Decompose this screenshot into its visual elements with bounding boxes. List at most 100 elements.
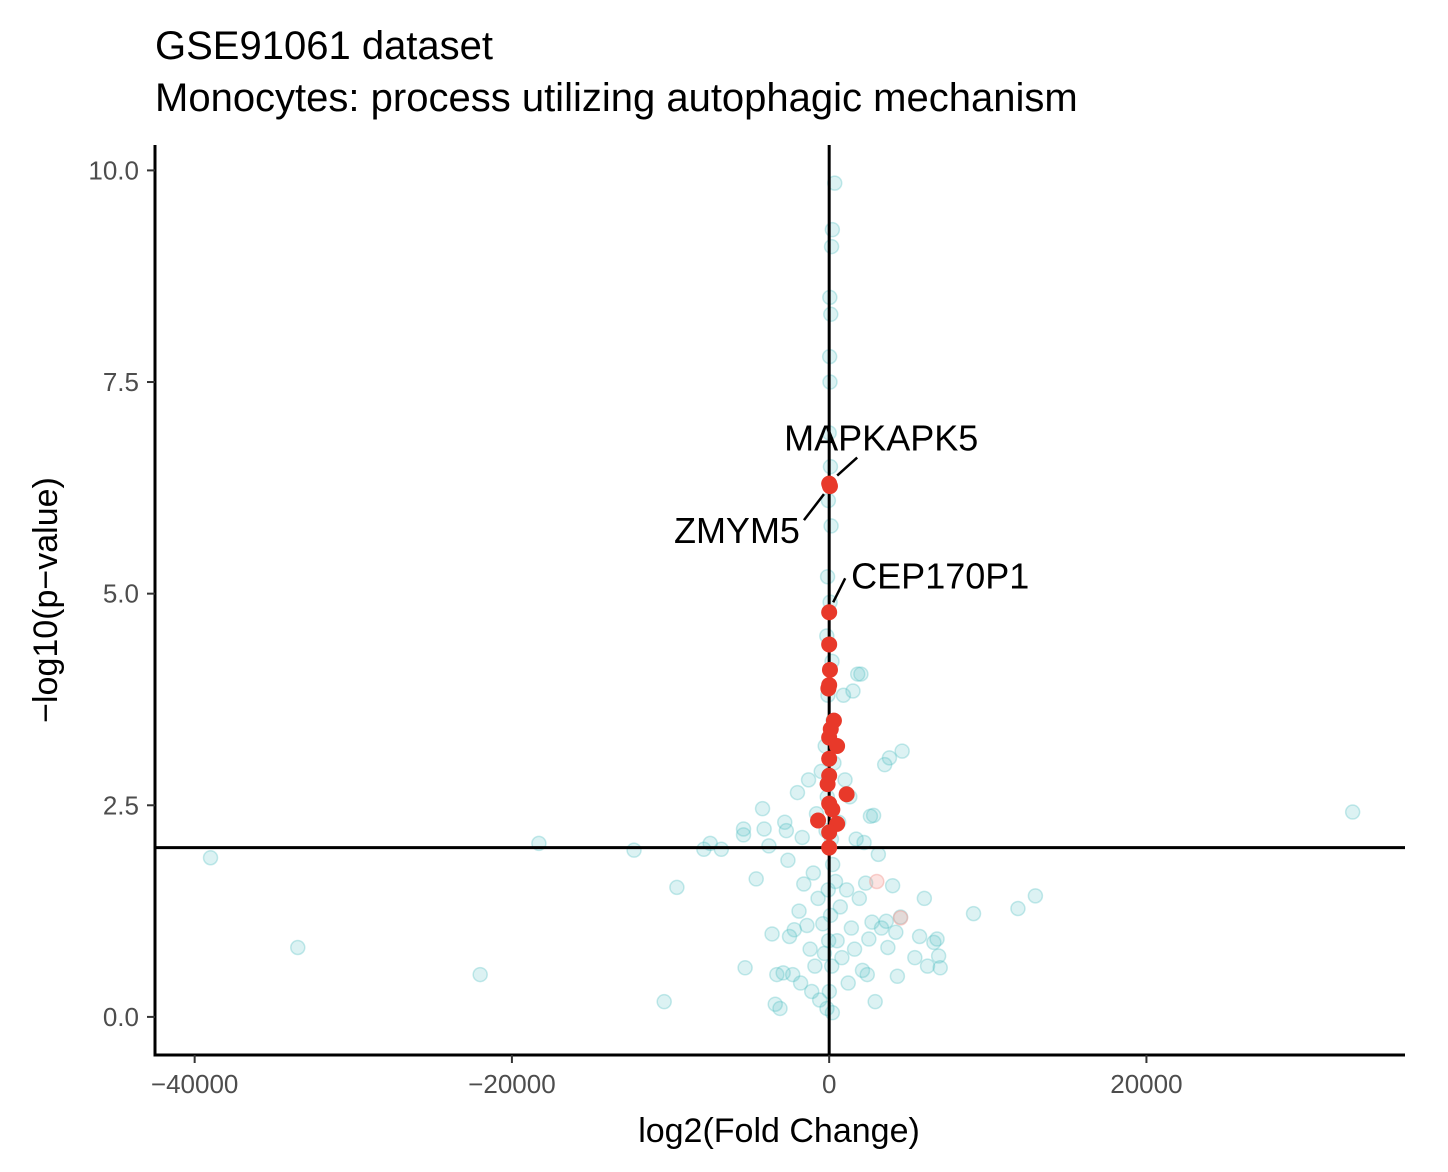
- background-points: [202, 175, 1361, 1021]
- highlighted-point: [824, 801, 841, 818]
- data-point: [916, 890, 933, 907]
- data-point: [772, 1000, 788, 1017]
- reference-lines: [155, 145, 1405, 1055]
- data-point: [754, 800, 771, 817]
- data-point: [823, 238, 840, 255]
- data-point: [786, 921, 803, 938]
- data-point: [769, 966, 785, 983]
- highlighted-point: [838, 786, 855, 803]
- data-point: [862, 808, 879, 825]
- data-point: [845, 683, 861, 699]
- data-point: [748, 871, 764, 887]
- y-tick-label: 2.5: [103, 790, 139, 820]
- data-point: [794, 829, 810, 846]
- data-point: [843, 920, 860, 936]
- data-point: [911, 928, 928, 945]
- data-point: [829, 932, 845, 949]
- data-point: [807, 958, 823, 974]
- data-point: [472, 966, 488, 983]
- data-point: [932, 960, 948, 976]
- y-tick-label: 5.0: [103, 579, 139, 609]
- faded-highlighted-point: [892, 910, 909, 926]
- data-point: [626, 842, 642, 858]
- gene-label: MAPKAPK5: [784, 418, 978, 459]
- axes: [153, 145, 1405, 1057]
- data-point: [777, 814, 793, 830]
- data-point: [764, 926, 780, 942]
- data-point: [865, 807, 882, 824]
- y-tick-label: 0.0: [103, 1002, 139, 1032]
- data-point: [802, 941, 818, 957]
- data-point: [832, 899, 849, 915]
- highlighted-point: [819, 776, 836, 793]
- data-point: [851, 890, 868, 907]
- data-point: [884, 877, 901, 894]
- ticks: −40000 −20000 0 20000 0.0 2.5 5.0 7.5 10.0: [88, 155, 1182, 1099]
- data-point: [873, 920, 890, 936]
- data-point: [792, 975, 809, 991]
- data-point: [881, 750, 898, 766]
- data-point: [656, 993, 672, 1010]
- faded-highlighted-point: [869, 873, 885, 890]
- data-point: [784, 966, 801, 983]
- highlighted-point: [821, 839, 838, 856]
- chart-subtitle: Monocytes: process utilizing autophagic …: [155, 76, 1078, 120]
- data-point: [888, 924, 904, 941]
- data-point: [767, 996, 783, 1012]
- data-point: [1344, 804, 1361, 820]
- y-tick-label: 7.5: [103, 367, 139, 397]
- data-point: [811, 992, 828, 1008]
- highlighted-point: [829, 738, 846, 755]
- data-point: [735, 821, 752, 837]
- data-point: [778, 822, 795, 839]
- highlighted-point: [821, 750, 838, 767]
- data-point: [892, 909, 909, 925]
- data-point: [800, 772, 817, 788]
- data-point: [930, 948, 947, 964]
- data-point: [834, 949, 850, 966]
- data-point: [835, 687, 852, 703]
- data-point: [780, 852, 796, 869]
- highlighted-point: [820, 680, 837, 697]
- x-tick-label: 20000: [1110, 1069, 1182, 1099]
- data-point: [290, 939, 306, 956]
- data-point: [859, 966, 875, 983]
- faded-highlight-points: [869, 873, 909, 926]
- data-point: [889, 968, 906, 985]
- data-point: [907, 949, 923, 966]
- x-tick-label: −20000: [468, 1069, 555, 1099]
- data-point: [713, 841, 730, 858]
- x-tick-label: 0: [822, 1069, 836, 1099]
- y-axis-title: −log10(p−value): [27, 477, 65, 723]
- data-point: [781, 928, 798, 945]
- gene-label: ZMYM5: [674, 510, 800, 551]
- data-point: [824, 1004, 841, 1021]
- highlighted-point: [821, 824, 838, 841]
- data-point: [876, 756, 893, 773]
- data-point: [761, 838, 777, 854]
- highlighted-point: [821, 604, 838, 621]
- data-point: [819, 568, 836, 585]
- data-point: [737, 960, 753, 976]
- highlighted-points: [810, 475, 855, 856]
- chart-title: GSE91061 dataset: [155, 24, 494, 68]
- data-point: [823, 518, 839, 534]
- gene-label-connector: [836, 456, 859, 477]
- data-point: [1027, 888, 1044, 904]
- data-point: [929, 931, 945, 947]
- data-point: [1010, 900, 1026, 917]
- data-point: [838, 882, 855, 898]
- gene-labels: MAPKAPK5 ZMYM5 CEP170P1: [674, 418, 1029, 603]
- data-point: [669, 879, 685, 896]
- data-point: [810, 890, 826, 907]
- data-point: [854, 962, 871, 979]
- data-point: [735, 827, 752, 843]
- data-point: [799, 917, 815, 934]
- data-point: [926, 934, 942, 951]
- gene-label-connector: [832, 577, 847, 603]
- highlighted-point: [821, 636, 838, 653]
- data-point: [823, 306, 839, 323]
- x-axis-title: log2(Fold Change): [638, 1112, 920, 1150]
- highlighted-point: [821, 478, 838, 495]
